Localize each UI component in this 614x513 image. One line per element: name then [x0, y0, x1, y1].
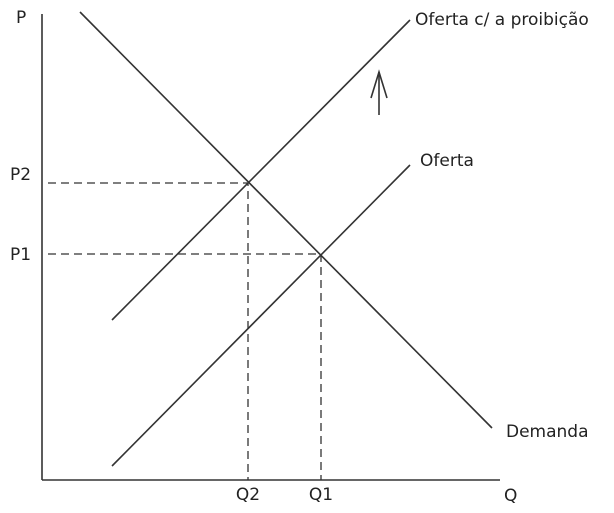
p1-q1-guide — [48, 253, 322, 480]
curve-label: Oferta c/ a proibição — [415, 10, 589, 30]
x-axis-label: Q — [504, 486, 517, 506]
supply-with-ban-curve — [111, 19, 411, 321]
quantity-label: Q1 — [309, 485, 333, 505]
quantity-label: Q2 — [236, 485, 260, 505]
curve-label: Oferta — [420, 151, 474, 171]
p2-q2-guide — [48, 182, 249, 480]
y-axis-label: P — [16, 8, 26, 28]
curve-label: Demanda — [506, 422, 589, 442]
shift-arrow — [370, 69, 388, 115]
demand-curve — [79, 11, 493, 429]
price-label: P2 — [10, 165, 31, 185]
price-label: P1 — [10, 245, 31, 265]
supply-curve — [111, 164, 411, 467]
